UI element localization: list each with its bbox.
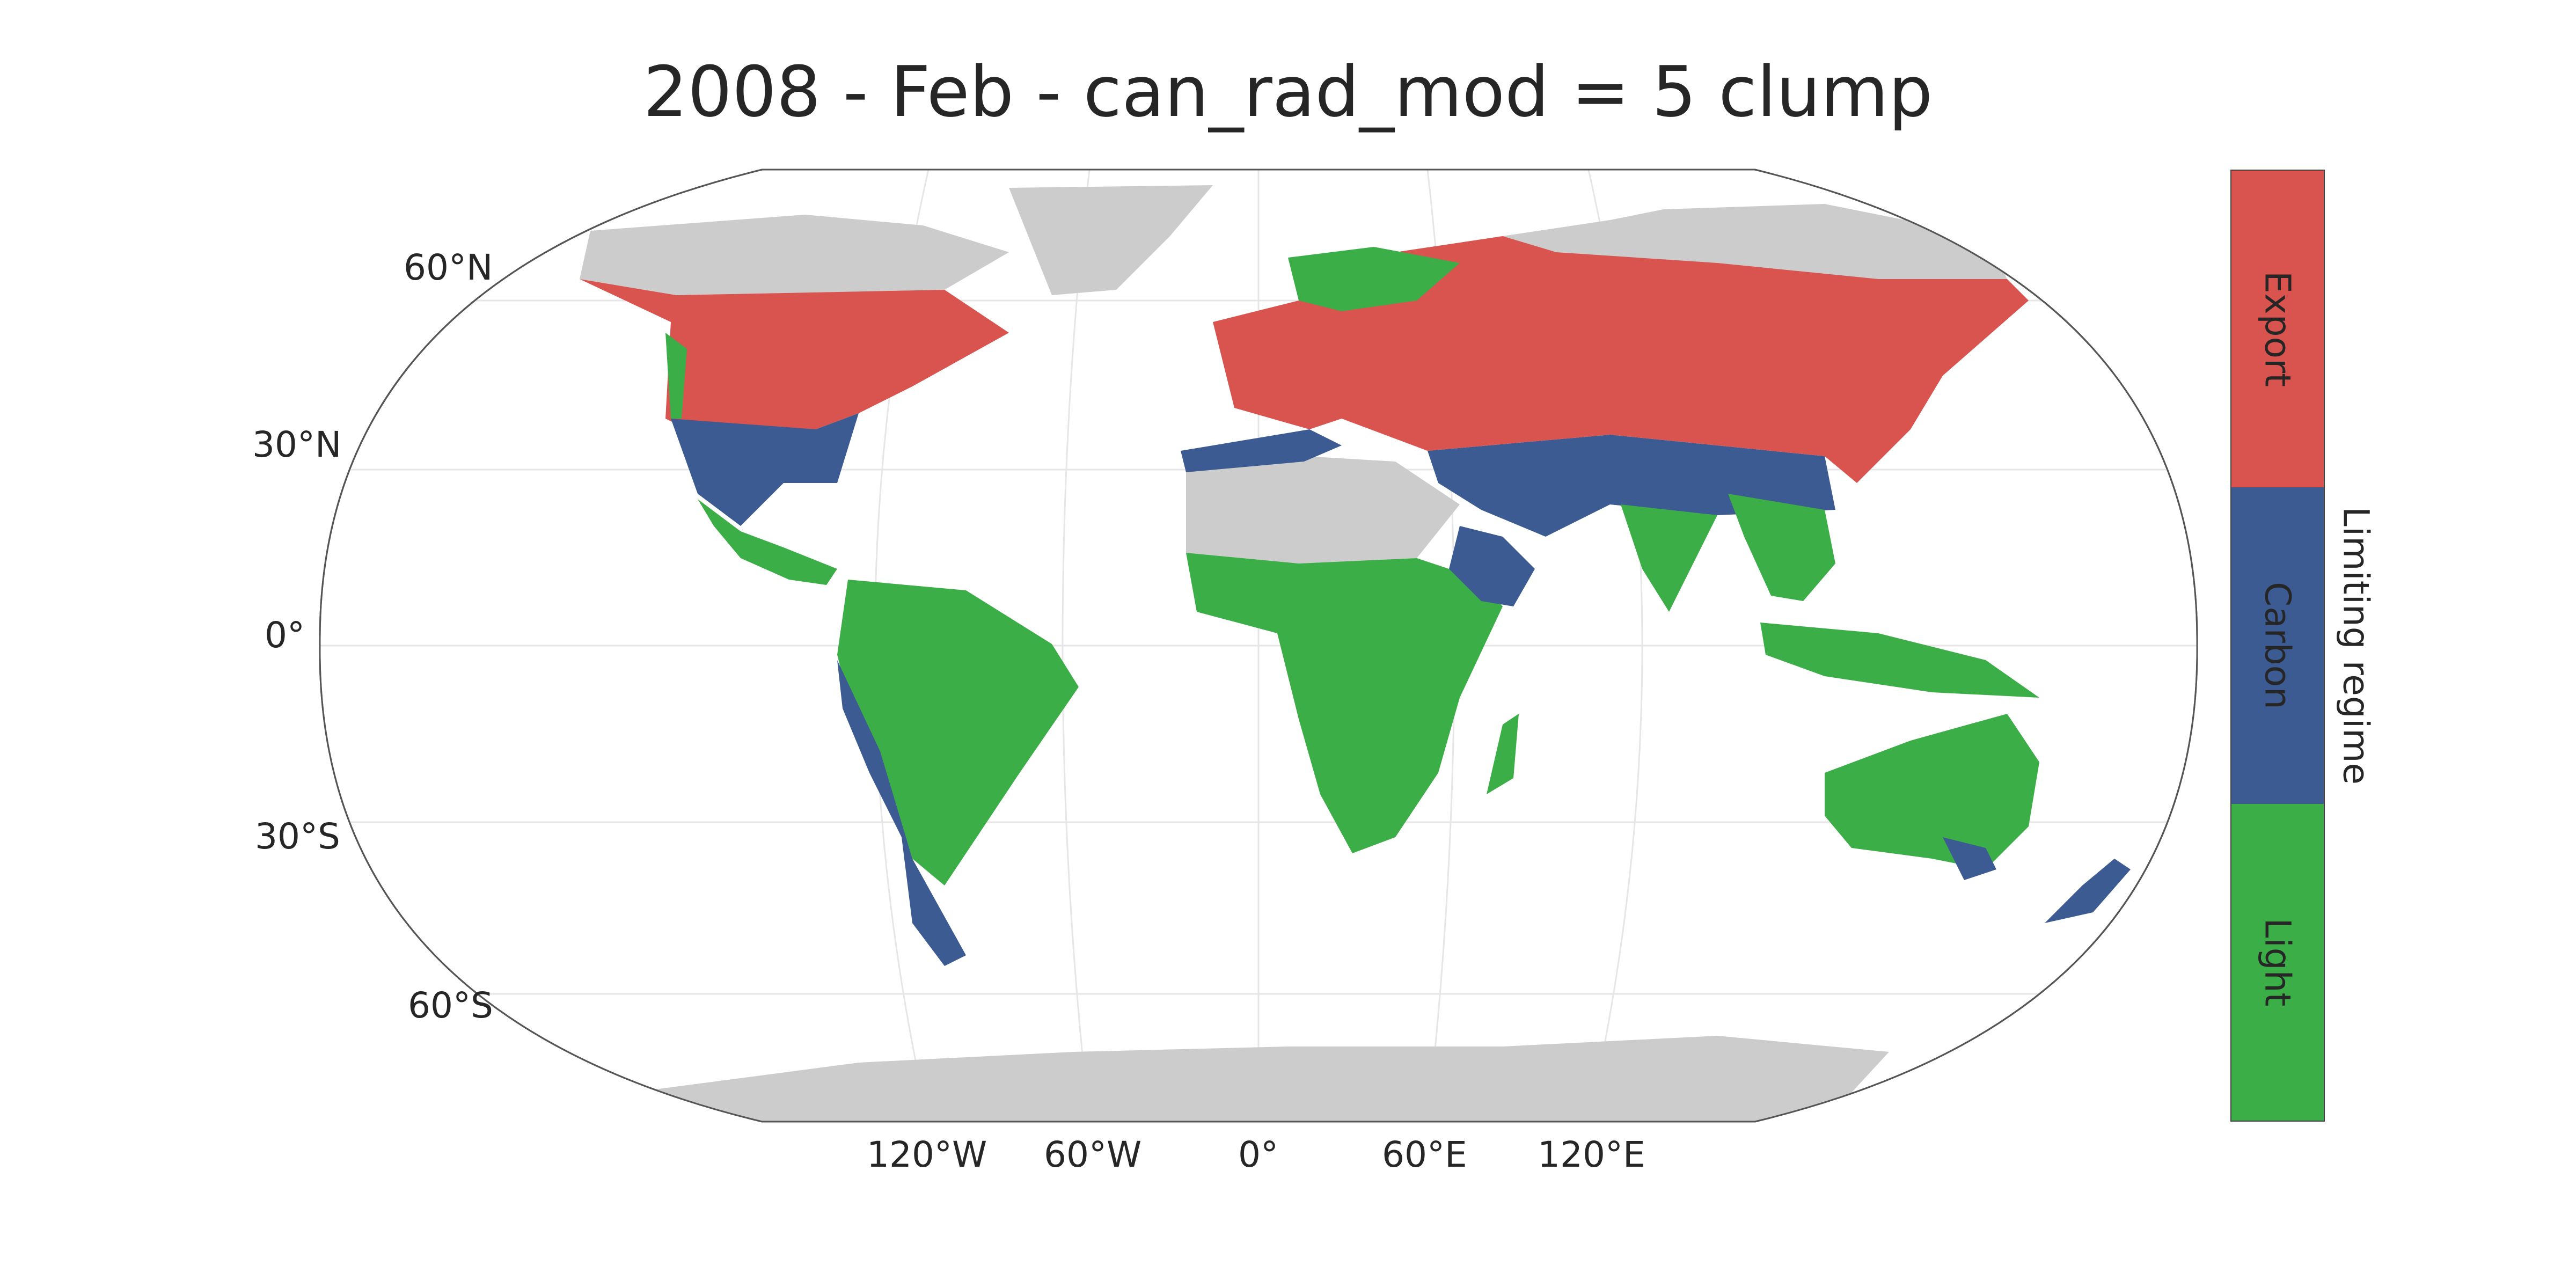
legend-segment-carbon: Carbon: [2231, 487, 2324, 804]
legend-label-export: Export: [2257, 271, 2299, 387]
siberia-land: [1503, 204, 2007, 279]
legend-label-carbon: Carbon: [2257, 582, 2299, 709]
indonesia-light: [1760, 623, 2039, 698]
legend-segment-light: Light: [2231, 803, 2324, 1121]
north-america-west-light: [665, 333, 687, 419]
greenland-land: [1009, 185, 1213, 295]
legend-title: Limiting regime: [2335, 506, 2377, 785]
lon-label-120w: 120°W: [867, 1134, 987, 1175]
lon-label-120e: 120°E: [1538, 1134, 1645, 1175]
legend-segment-export: Export: [2231, 171, 2324, 488]
south-america-light: [837, 580, 1079, 885]
antarctica-land: [655, 1036, 1889, 1122]
new-zealand-carbon: [2045, 859, 2131, 923]
north-africa-land: [1186, 456, 1460, 564]
middle-east-carbon: [1428, 435, 1835, 537]
east-africa-carbon: [1449, 526, 1535, 606]
arctic-canada-land: [580, 215, 1009, 295]
madagascar-light: [1487, 714, 1519, 794]
australia-light: [1825, 714, 2039, 869]
lat-label-30s: 30°S: [255, 816, 340, 857]
lon-label-60w: 60°W: [1044, 1134, 1142, 1175]
lat-label-60s: 60°S: [408, 985, 493, 1026]
lon-label-60e: 60°E: [1382, 1134, 1467, 1175]
lat-label-0: 0°: [265, 614, 305, 656]
lat-label-30n: 30°N: [252, 424, 342, 465]
lat-label-60n: 60°N: [404, 247, 493, 288]
north-america-export: [580, 279, 1009, 429]
australia-carbon: [1943, 837, 1996, 880]
lon-label-0: 0°: [1238, 1134, 1278, 1175]
africa-light: [1186, 553, 1503, 853]
map-title: 2008 - Feb - can_rad_mod = 5 clump: [643, 51, 1933, 133]
legend-colorbar: Export Carbon Light: [2230, 170, 2325, 1122]
mediterranean-carbon: [1181, 429, 1342, 472]
north-america-carbon: [671, 413, 859, 526]
south-america-carbon: [837, 660, 966, 966]
india-light: [1621, 504, 1717, 612]
southeast-asia-light: [1728, 494, 1835, 601]
scandinavia-light: [1288, 247, 1460, 311]
central-america-light: [698, 499, 837, 585]
legend-label-light: Light: [2257, 918, 2299, 1007]
